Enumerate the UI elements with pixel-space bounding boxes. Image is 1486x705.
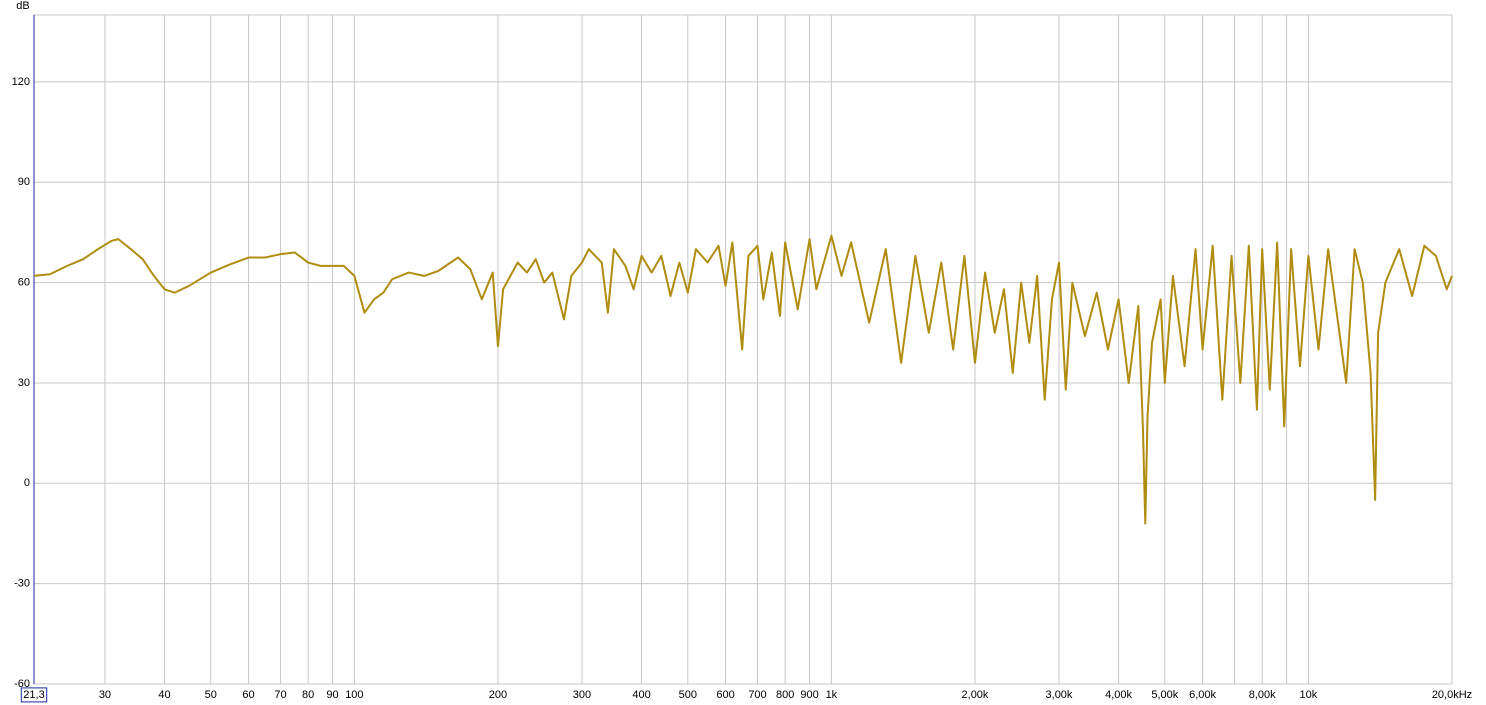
x-tick-label: 4,00k xyxy=(1105,689,1132,701)
x-tick-label: 900 xyxy=(800,689,818,701)
x-tick-label: 800 xyxy=(776,689,794,701)
y-tick-label: 0 xyxy=(24,477,30,489)
x-tick-label: 600 xyxy=(716,689,734,701)
x-tick-label: 21,3 xyxy=(23,689,44,701)
x-tick-label: 70 xyxy=(274,689,286,701)
y-tick-label: 60 xyxy=(18,277,30,289)
y-axis-label: dB xyxy=(16,0,29,12)
x-tick-label: 8,00k xyxy=(1249,689,1276,701)
x-tick-label: 700 xyxy=(748,689,766,701)
x-start-box xyxy=(20,687,48,703)
y-tick-label: 30 xyxy=(18,377,30,389)
x-tick-label: 60 xyxy=(242,689,254,701)
y-tick-label: -60 xyxy=(14,678,30,690)
x-tick-label: 200 xyxy=(489,689,507,701)
x-tick-label: 10k xyxy=(1300,689,1318,701)
x-tick-label: 1k xyxy=(826,689,838,701)
y-tick-label: 120 xyxy=(12,76,30,88)
response-line xyxy=(33,234,1453,525)
x-tick-label: 90 xyxy=(326,689,338,701)
x-tick-label: 6,00k xyxy=(1189,689,1216,701)
x-tick-label: 5,00k xyxy=(1151,689,1178,701)
x-tick-label: 40 xyxy=(158,689,170,701)
x-tick-label: 20,0kHz xyxy=(1432,689,1472,701)
y-tick-label: -30 xyxy=(14,578,30,590)
x-tick-label: 3,00k xyxy=(1046,689,1073,701)
x-tick-label: 100 xyxy=(345,689,363,701)
x-tick-label: 400 xyxy=(632,689,650,701)
x-tick-label: 300 xyxy=(573,689,591,701)
x-tick-label: 80 xyxy=(302,689,314,701)
x-tick-label: 500 xyxy=(679,689,697,701)
x-tick-label: 2,00k xyxy=(962,689,989,701)
x-tick-label: 50 xyxy=(205,689,217,701)
y-tick-label: 90 xyxy=(18,176,30,188)
x-tick-label: 30 xyxy=(99,689,111,701)
